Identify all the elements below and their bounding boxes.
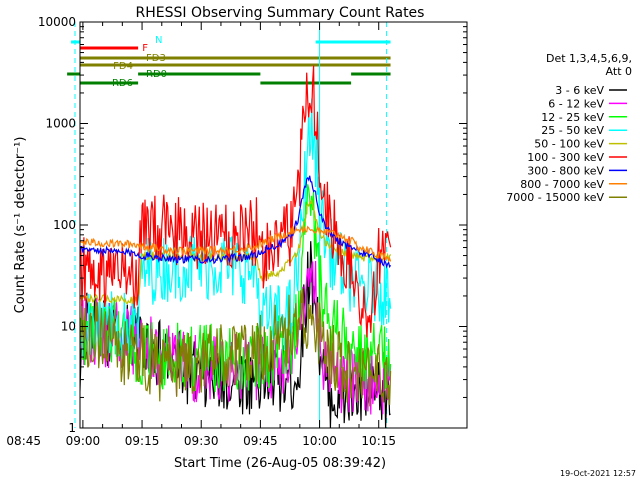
legend-entry-label: 50 - 100 keV xyxy=(534,138,604,151)
legend-entry-label: 100 - 300 keV xyxy=(527,151,604,164)
x-tick-label: 09:30 xyxy=(184,434,219,448)
legend-entry-label: 800 - 7000 keV xyxy=(520,178,604,191)
y-axis-label: Count Rate (s⁻¹ detector⁻¹) xyxy=(13,137,28,314)
x-tick-label: 09:15 xyxy=(125,434,160,448)
legend-entry-label: 12 - 25 keV xyxy=(541,111,604,124)
x-axis-label: Start Time (26-Aug-05 08:39:42) xyxy=(174,456,386,471)
legend-entry-label: 3 - 6 keV xyxy=(555,84,604,97)
x-tick-label: 10:00 xyxy=(302,434,337,448)
legend-header-line: Det 1,3,4,5,6,9, xyxy=(546,52,632,65)
x-tick-label: 09:00 xyxy=(66,434,101,448)
x-tick-label: 10:15 xyxy=(361,434,396,448)
status-bar-label-rd6: RD6 xyxy=(112,78,133,89)
series-line-6 xyxy=(80,175,392,269)
legend-entry-label: 300 - 800 keV xyxy=(527,164,604,177)
y-tick-label: 1 xyxy=(68,421,76,435)
series-line-3 xyxy=(80,98,392,360)
series-line-7 xyxy=(80,224,392,263)
legend-entry-label: 7000 - 15000 keV xyxy=(506,191,604,204)
x-tick-label: 08:45 xyxy=(6,434,41,448)
status-bar-label-rd0: RD0 xyxy=(146,69,167,80)
status-bar-label-fd3: FD3 xyxy=(146,53,166,64)
series-line-8 xyxy=(80,288,392,407)
y-tick-label: 1000 xyxy=(45,117,76,131)
status-bar-label-fd4: FD4 xyxy=(113,61,133,72)
status-bar-label-f: F xyxy=(142,43,148,54)
legend-entry-label: 6 - 12 keV xyxy=(548,97,604,110)
y-tick-label: 100 xyxy=(53,218,76,232)
y-tick-label: 10 xyxy=(61,320,76,334)
x-tick-label: 09:45 xyxy=(243,434,278,448)
y-tick-label: 10000 xyxy=(38,15,76,29)
status-bar-label-n: N xyxy=(155,35,162,46)
legend-entry-label: 25 - 50 keV xyxy=(541,124,604,137)
generated-timestamp: 19-Oct-2021 12:57 xyxy=(560,469,636,478)
chart-title: RHESSI Observing Summary Count Rates xyxy=(136,5,425,21)
legend-header-line: Att 0 xyxy=(606,65,632,78)
